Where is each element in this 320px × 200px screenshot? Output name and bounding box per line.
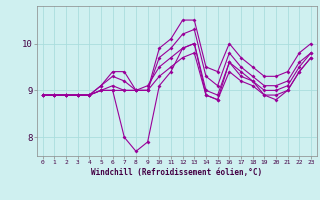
X-axis label: Windchill (Refroidissement éolien,°C): Windchill (Refroidissement éolien,°C) bbox=[91, 168, 262, 177]
